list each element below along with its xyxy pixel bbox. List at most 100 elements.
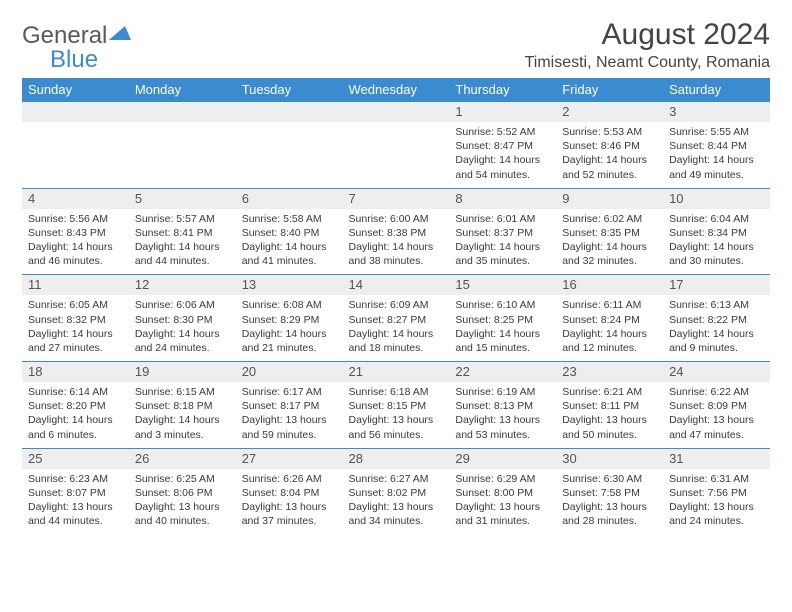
day-number: 15 [449, 275, 556, 295]
brand-part2: Blue [50, 46, 98, 73]
calendar-day-cell: 13Sunrise: 6:08 AMSunset: 8:29 PMDayligh… [236, 275, 343, 362]
day-number: 20 [236, 362, 343, 382]
calendar-day-cell: 1Sunrise: 5:52 AMSunset: 8:47 PMDaylight… [449, 102, 556, 189]
day-detail: Sunrise: 6:10 AMSunset: 8:25 PMDaylight:… [449, 295, 556, 361]
day-number: 7 [343, 189, 450, 209]
calendar-week-row: 11Sunrise: 6:05 AMSunset: 8:32 PMDayligh… [22, 275, 770, 362]
day-number: 18 [22, 362, 129, 382]
day-detail: Sunrise: 5:58 AMSunset: 8:40 PMDaylight:… [236, 209, 343, 275]
calendar-day-cell: 27Sunrise: 6:26 AMSunset: 8:04 PMDayligh… [236, 448, 343, 534]
day-detail: Sunrise: 6:30 AMSunset: 7:58 PMDaylight:… [556, 469, 663, 535]
calendar-week-row: 1Sunrise: 5:52 AMSunset: 8:47 PMDaylight… [22, 102, 770, 189]
day-number: 19 [129, 362, 236, 382]
day-detail: Sunrise: 6:23 AMSunset: 8:07 PMDaylight:… [22, 469, 129, 535]
day-detail: Sunrise: 6:06 AMSunset: 8:30 PMDaylight:… [129, 295, 236, 361]
calendar-day-cell: 28Sunrise: 6:27 AMSunset: 8:02 PMDayligh… [343, 448, 450, 534]
page-header: General Blue August 2024 Timisesti, Neam… [22, 18, 770, 72]
day-detail: Sunrise: 6:04 AMSunset: 8:34 PMDaylight:… [663, 209, 770, 275]
day-detail: Sunrise: 5:53 AMSunset: 8:46 PMDaylight:… [556, 122, 663, 188]
day-number-empty [236, 102, 343, 122]
day-detail: Sunrise: 6:14 AMSunset: 8:20 PMDaylight:… [22, 382, 129, 448]
day-header: Thursday [449, 78, 556, 102]
day-detail: Sunrise: 6:29 AMSunset: 8:00 PMDaylight:… [449, 469, 556, 535]
day-detail: Sunrise: 6:22 AMSunset: 8:09 PMDaylight:… [663, 382, 770, 448]
calendar-table: SundayMondayTuesdayWednesdayThursdayFrid… [22, 78, 770, 534]
calendar-day-cell: 12Sunrise: 6:06 AMSunset: 8:30 PMDayligh… [129, 275, 236, 362]
day-number: 14 [343, 275, 450, 295]
calendar-day-cell: 31Sunrise: 6:31 AMSunset: 7:56 PMDayligh… [663, 448, 770, 534]
month-title: August 2024 [525, 18, 770, 52]
calendar-week-row: 18Sunrise: 6:14 AMSunset: 8:20 PMDayligh… [22, 362, 770, 449]
day-detail: Sunrise: 6:18 AMSunset: 8:15 PMDaylight:… [343, 382, 450, 448]
day-number: 26 [129, 449, 236, 469]
day-number: 12 [129, 275, 236, 295]
day-number: 17 [663, 275, 770, 295]
day-number: 9 [556, 189, 663, 209]
calendar-day-cell: 9Sunrise: 6:02 AMSunset: 8:35 PMDaylight… [556, 188, 663, 275]
calendar-day-cell: 25Sunrise: 6:23 AMSunset: 8:07 PMDayligh… [22, 448, 129, 534]
day-detail: Sunrise: 5:55 AMSunset: 8:44 PMDaylight:… [663, 122, 770, 188]
day-header: Sunday [22, 78, 129, 102]
day-number: 6 [236, 189, 343, 209]
day-detail: Sunrise: 5:52 AMSunset: 8:47 PMDaylight:… [449, 122, 556, 188]
calendar-day-cell: 16Sunrise: 6:11 AMSunset: 8:24 PMDayligh… [556, 275, 663, 362]
day-detail: Sunrise: 5:56 AMSunset: 8:43 PMDaylight:… [22, 209, 129, 275]
day-detail: Sunrise: 5:57 AMSunset: 8:41 PMDaylight:… [129, 209, 236, 275]
calendar-day-cell: 8Sunrise: 6:01 AMSunset: 8:37 PMDaylight… [449, 188, 556, 275]
day-number-empty [22, 102, 129, 122]
day-number: 5 [129, 189, 236, 209]
day-header: Friday [556, 78, 663, 102]
day-number: 24 [663, 362, 770, 382]
day-number: 23 [556, 362, 663, 382]
calendar-day-cell: 21Sunrise: 6:18 AMSunset: 8:15 PMDayligh… [343, 362, 450, 449]
calendar-day-cell: 10Sunrise: 6:04 AMSunset: 8:34 PMDayligh… [663, 188, 770, 275]
day-header: Monday [129, 78, 236, 102]
calendar-day-cell: 26Sunrise: 6:25 AMSunset: 8:06 PMDayligh… [129, 448, 236, 534]
day-number: 2 [556, 102, 663, 122]
calendar-day-cell: 2Sunrise: 5:53 AMSunset: 8:46 PMDaylight… [556, 102, 663, 189]
day-header: Wednesday [343, 78, 450, 102]
calendar-day-cell: 18Sunrise: 6:14 AMSunset: 8:20 PMDayligh… [22, 362, 129, 449]
calendar-day-cell: 20Sunrise: 6:17 AMSunset: 8:17 PMDayligh… [236, 362, 343, 449]
day-header: Tuesday [236, 78, 343, 102]
day-number: 28 [343, 449, 450, 469]
calendar-day-cell: 14Sunrise: 6:09 AMSunset: 8:27 PMDayligh… [343, 275, 450, 362]
calendar-day-cell: 3Sunrise: 5:55 AMSunset: 8:44 PMDaylight… [663, 102, 770, 189]
day-number: 1 [449, 102, 556, 122]
calendar-day-cell: 4Sunrise: 5:56 AMSunset: 8:43 PMDaylight… [22, 188, 129, 275]
brand-part1: General [22, 22, 107, 49]
day-detail: Sunrise: 6:25 AMSunset: 8:06 PMDaylight:… [129, 469, 236, 535]
brand-logo: General Blue [22, 24, 131, 72]
calendar-day-cell [343, 102, 450, 189]
day-detail: Sunrise: 6:17 AMSunset: 8:17 PMDaylight:… [236, 382, 343, 448]
day-detail: Sunrise: 6:19 AMSunset: 8:13 PMDaylight:… [449, 382, 556, 448]
calendar-day-cell: 23Sunrise: 6:21 AMSunset: 8:11 PMDayligh… [556, 362, 663, 449]
calendar-day-cell: 24Sunrise: 6:22 AMSunset: 8:09 PMDayligh… [663, 362, 770, 449]
location-text: Timisesti, Neamt County, Romania [525, 54, 770, 72]
day-number: 10 [663, 189, 770, 209]
day-number: 13 [236, 275, 343, 295]
day-number: 30 [556, 449, 663, 469]
day-detail: Sunrise: 6:31 AMSunset: 7:56 PMDaylight:… [663, 469, 770, 535]
day-number-empty [343, 102, 450, 122]
day-number-empty [129, 102, 236, 122]
day-number: 16 [556, 275, 663, 295]
calendar-day-cell: 7Sunrise: 6:00 AMSunset: 8:38 PMDaylight… [343, 188, 450, 275]
calendar-day-cell [129, 102, 236, 189]
calendar-day-cell: 11Sunrise: 6:05 AMSunset: 8:32 PMDayligh… [22, 275, 129, 362]
calendar-week-row: 4Sunrise: 5:56 AMSunset: 8:43 PMDaylight… [22, 188, 770, 275]
day-number: 29 [449, 449, 556, 469]
day-number: 3 [663, 102, 770, 122]
day-number: 31 [663, 449, 770, 469]
logo-triangle-icon [109, 24, 131, 45]
day-detail: Sunrise: 6:09 AMSunset: 8:27 PMDaylight:… [343, 295, 450, 361]
day-detail: Sunrise: 6:02 AMSunset: 8:35 PMDaylight:… [556, 209, 663, 275]
day-detail: Sunrise: 6:13 AMSunset: 8:22 PMDaylight:… [663, 295, 770, 361]
day-number: 4 [22, 189, 129, 209]
day-detail: Sunrise: 6:27 AMSunset: 8:02 PMDaylight:… [343, 469, 450, 535]
day-detail: Sunrise: 6:11 AMSunset: 8:24 PMDaylight:… [556, 295, 663, 361]
day-detail: Sunrise: 6:15 AMSunset: 8:18 PMDaylight:… [129, 382, 236, 448]
day-number: 21 [343, 362, 450, 382]
day-number: 11 [22, 275, 129, 295]
calendar-day-cell: 29Sunrise: 6:29 AMSunset: 8:00 PMDayligh… [449, 448, 556, 534]
